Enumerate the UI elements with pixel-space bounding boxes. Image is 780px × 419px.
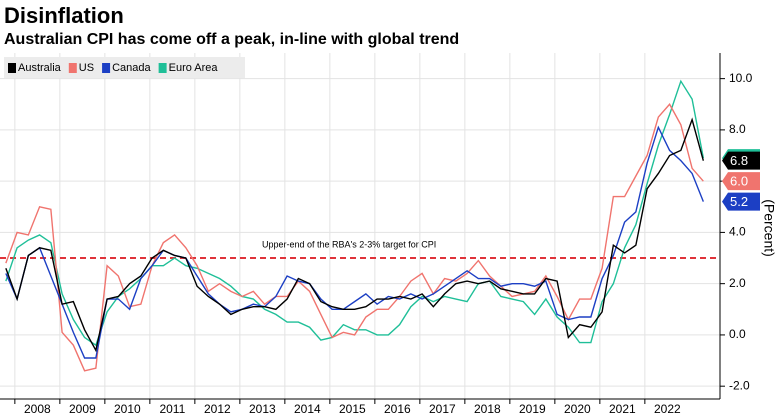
legend-swatch [8, 63, 16, 73]
x-tick-label: 2015 [339, 402, 366, 416]
end-tag-label: 6.8 [730, 153, 748, 168]
legend-box [4, 57, 245, 78]
y-tick-label: 10.0 [729, 71, 753, 85]
legend-label: Canada [112, 62, 151, 74]
legend-swatch [68, 63, 77, 73]
x-tick-label: 2012 [204, 402, 231, 416]
y-tick-label: 0.0 [729, 327, 746, 341]
x-tick-label: 2009 [69, 402, 96, 416]
x-tick-label: 2017 [429, 402, 456, 416]
x-tick-label: 2016 [384, 402, 411, 416]
legend-label: Euro Area [169, 62, 219, 74]
y-axis-label: (Percent) [761, 199, 777, 257]
x-tick-label: 2021 [609, 402, 636, 416]
y-tick-label: 2.0 [729, 276, 746, 290]
x-tick-label: 2011 [159, 402, 185, 416]
x-tick-label: 2014 [294, 402, 321, 416]
x-tick-label: 2008 [24, 402, 51, 416]
chart-subtitle: Australian CPI has come off a peak, in-l… [4, 31, 459, 48]
end-tag [722, 192, 760, 211]
legend-label: US [79, 62, 94, 74]
legend-swatch [102, 63, 111, 73]
series-line [5, 125, 705, 359]
x-tick-label: 2010 [114, 402, 141, 416]
x-tick-label: 2013 [249, 402, 276, 416]
chart-title: Disinflation [4, 3, 124, 28]
end-tag-label: 6.0 [730, 174, 748, 189]
legend-swatch [158, 63, 167, 73]
end-tag-label: 5.2 [730, 194, 748, 209]
y-tick-label: 4.0 [729, 225, 746, 239]
legend-label: Australia [18, 62, 62, 74]
annotation: Upper-end of the RBA's 2-3% target for C… [262, 239, 436, 249]
end-tag [722, 172, 760, 191]
end-tag [722, 151, 760, 170]
series-line [5, 103, 704, 372]
x-tick-label: 2020 [564, 402, 591, 416]
x-tick-label: 2022 [654, 402, 681, 416]
series-line [5, 117, 705, 353]
x-tick-label: 2019 [519, 402, 546, 416]
y-tick-label: -2.0 [729, 378, 750, 392]
series-line [5, 79, 705, 347]
y-tick-label: 8.0 [729, 122, 746, 136]
x-tick-label: 2018 [474, 402, 501, 416]
